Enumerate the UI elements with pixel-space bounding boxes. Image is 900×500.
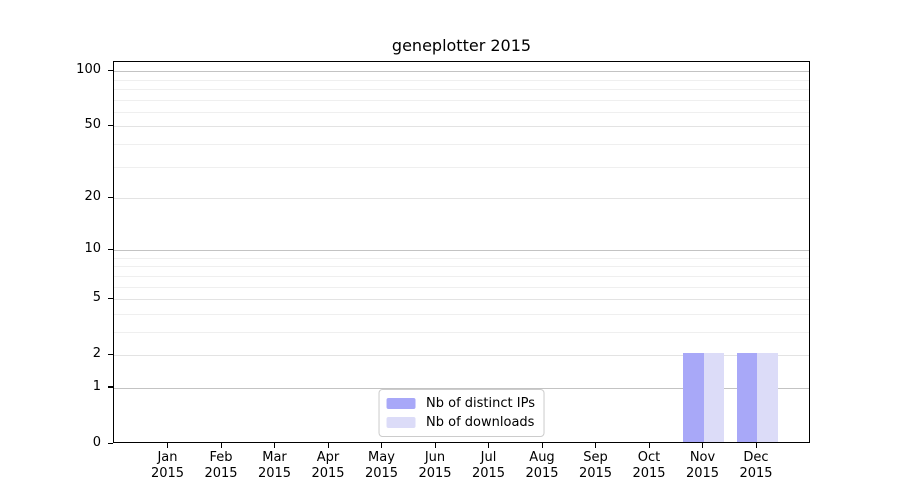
- x-tick-mark: [274, 443, 276, 448]
- legend-row: Nb of distinct IPs: [386, 396, 535, 411]
- x-tick-mark: [434, 443, 436, 448]
- y-tick-mark: [108, 248, 113, 250]
- bar-downloads: [703, 353, 724, 442]
- x-tick-mark: [595, 443, 597, 448]
- plot-area: Nb of distinct IPs Nb of downloads: [113, 61, 810, 443]
- gridline-major: [114, 71, 809, 73]
- y-tick-label: 1: [92, 378, 101, 394]
- gridline-major: [114, 250, 809, 252]
- legend-label: Nb of downloads: [426, 415, 535, 430]
- x-tick-mark: [488, 443, 490, 448]
- legend-row: Nb of downloads: [386, 415, 535, 430]
- x-tick-label: Oct 2015: [632, 450, 666, 481]
- chart-title: geneplotter 2015: [391, 36, 532, 55]
- x-tick-label: Jan 2015: [150, 450, 185, 481]
- gridline-major: [114, 126, 809, 128]
- x-tick-mark: [167, 443, 169, 448]
- x-tick-mark: [381, 443, 383, 448]
- x-tick-label: May 2015: [364, 450, 399, 481]
- gridline-minor: [114, 111, 809, 113]
- gridline-minor: [114, 88, 809, 90]
- y-tick-mark: [108, 196, 113, 198]
- gridline-minor: [114, 275, 809, 277]
- x-tick-mark: [702, 443, 704, 448]
- legend-swatch: [386, 398, 416, 409]
- gridline-major: [114, 355, 809, 357]
- legend-swatch: [386, 417, 416, 428]
- y-tick-mark: [108, 353, 113, 355]
- gridline-minor: [114, 257, 809, 259]
- x-tick-label: Mar 2015: [257, 450, 292, 481]
- x-tick-mark: [327, 443, 329, 448]
- y-tick-label: 0: [92, 435, 101, 450]
- x-tick-mark: [220, 443, 222, 448]
- y-tick-label: 100: [76, 62, 101, 78]
- x-tick-label: Apr 2015: [311, 450, 345, 481]
- legend-label: Nb of distinct IPs: [426, 396, 535, 411]
- y-tick-label: 50: [84, 117, 101, 133]
- x-tick-mark: [755, 443, 757, 448]
- gridline-major: [114, 299, 809, 301]
- x-tick-label: Sep 2015: [578, 450, 613, 481]
- bar-downloads: [757, 353, 778, 442]
- x-tick-label: Feb 2015: [204, 450, 238, 481]
- gridline-minor: [114, 266, 809, 268]
- gridline-minor: [114, 331, 809, 333]
- gridline-minor: [114, 313, 809, 315]
- y-tick-label: 20: [84, 189, 101, 204]
- gridline-minor: [114, 166, 809, 168]
- x-tick-label: Nov 2015: [685, 450, 720, 481]
- y-tick-mark: [108, 124, 113, 126]
- x-tick-label: Jun 2015: [418, 450, 452, 481]
- x-tick-label: Jul 2015: [471, 450, 506, 481]
- gridline-major: [114, 198, 809, 199]
- y-tick-label: 2: [92, 346, 101, 362]
- x-tick-mark: [541, 443, 543, 448]
- y-tick-label: 5: [92, 290, 101, 306]
- y-tick-mark: [108, 297, 113, 299]
- x-tick-mark: [648, 443, 650, 448]
- y-tick-label: 10: [84, 241, 101, 257]
- gridline-minor: [114, 99, 809, 101]
- bar-distinct-ips: [683, 353, 704, 442]
- gridline-major: [114, 387, 809, 389]
- gridline-minor: [114, 143, 809, 145]
- gridline-minor: [114, 79, 809, 81]
- x-tick-label: Dec 2015: [739, 450, 773, 481]
- y-tick-mark: [108, 442, 113, 444]
- y-tick-mark: [108, 386, 113, 388]
- legend: Nb of distinct IPs Nb of downloads: [378, 389, 545, 437]
- x-tick-label: Aug 2015: [525, 450, 559, 481]
- y-tick-mark: [108, 69, 113, 71]
- bar-distinct-ips: [736, 353, 757, 442]
- gridline-minor: [114, 286, 809, 288]
